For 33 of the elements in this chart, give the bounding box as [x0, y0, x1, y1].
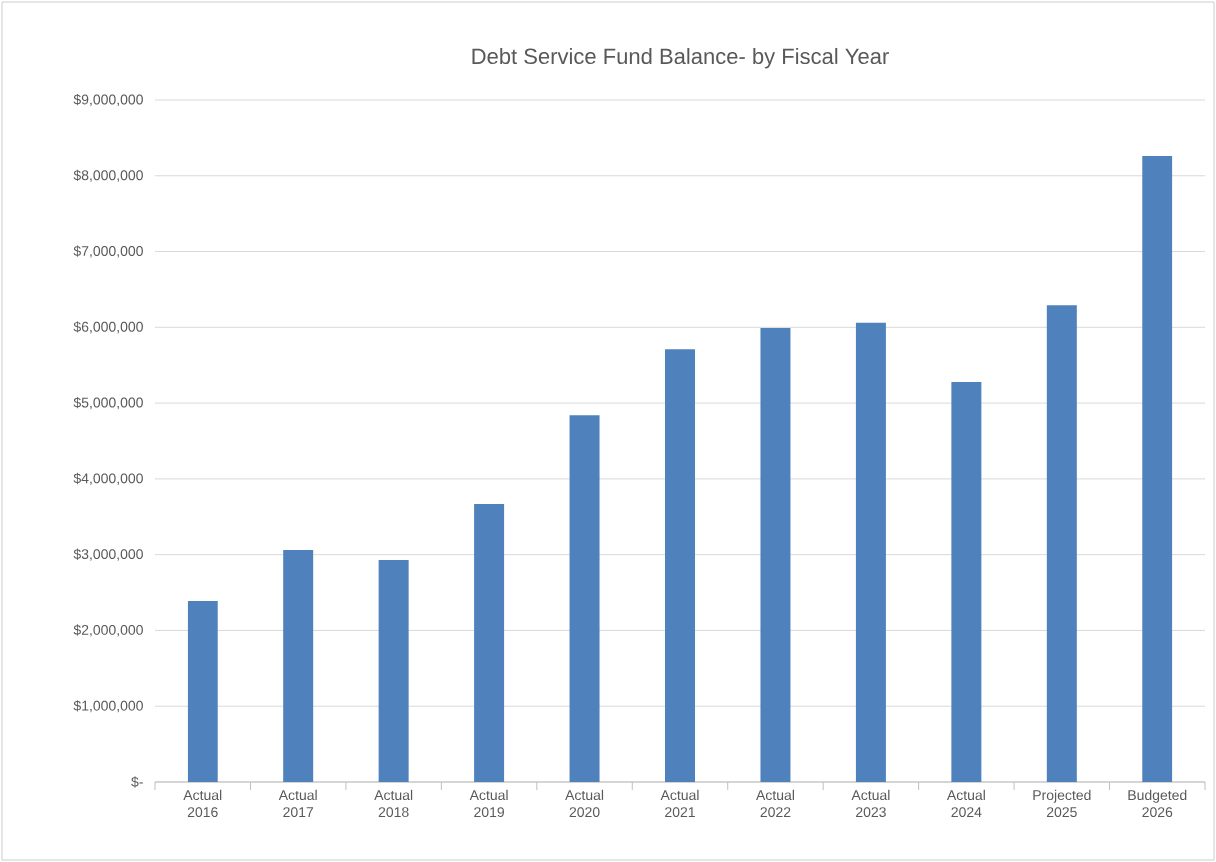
- x-tick-label: Projected 2025: [1033, 789, 1091, 818]
- bar: [855, 322, 886, 782]
- x-tick-label: Actual 2024: [946, 789, 985, 818]
- x-tick-label: Actual 2020: [565, 789, 604, 818]
- y-tick-label: $2,000,000: [73, 624, 143, 637]
- y-tick-label: $5,000,000: [73, 397, 143, 410]
- y-tick-label: $7,000,000: [73, 245, 143, 258]
- bar: [665, 349, 695, 782]
- y-tick-label: $3,000,000: [73, 548, 143, 561]
- x-tick-label: Actual 2016: [183, 789, 222, 818]
- bar: [951, 381, 982, 782]
- bar: [569, 415, 600, 782]
- chart-title: Debt Service Fund Balance- by Fiscal Year: [472, 47, 889, 69]
- x-tick-label: Actual 2022: [756, 789, 794, 818]
- y-tick-label: $6,000,000: [73, 321, 143, 334]
- bar: [187, 600, 218, 782]
- x-tick-label: Actual 2017: [278, 789, 317, 818]
- y-tick-label: $9,000,000: [73, 93, 143, 107]
- y-tick-label: $1,000,000: [73, 700, 143, 713]
- y-tick-label: $4,000,000: [73, 472, 143, 485]
- bar: [1142, 156, 1173, 782]
- x-tick-label: Actual 2021: [660, 789, 699, 818]
- bar: [760, 328, 791, 782]
- bar: [378, 559, 409, 782]
- bar: [1046, 305, 1077, 782]
- x-tick-label: Actual 2019: [469, 789, 508, 818]
- y-tick-label: $8,000,000: [73, 169, 143, 182]
- x-tick-label: Actual 2018: [374, 789, 413, 818]
- bar: [283, 550, 314, 782]
- y-tick-label: $-: [131, 776, 143, 788]
- x-tick-label: Budgeted 2026: [1128, 789, 1187, 818]
- x-tick-label: Actual 2023: [851, 789, 890, 818]
- bar: [474, 503, 505, 782]
